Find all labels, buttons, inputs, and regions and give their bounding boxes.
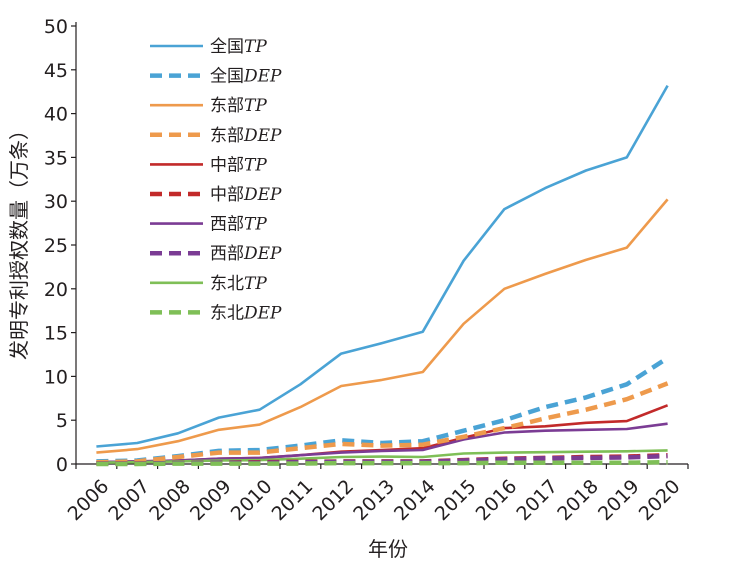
x-tick-label: 2010 xyxy=(227,475,277,525)
legend-label-region: 全国 xyxy=(210,37,244,57)
x-tick-label: 2007 xyxy=(104,475,154,525)
y-tick-label: 30 xyxy=(44,191,68,213)
x-tick-label: 2011 xyxy=(268,475,318,525)
legend-label-region: 全国 xyxy=(210,67,244,87)
y-axis-title: 发明专利授权数量（万条） xyxy=(7,120,31,360)
legend-label: 东北DEP xyxy=(210,303,282,323)
x-tick-label: 2006 xyxy=(64,475,114,525)
legend-label: 东部TP xyxy=(210,96,267,116)
x-tick-label: 2012 xyxy=(308,475,358,525)
legend-label: 西部DEP xyxy=(210,244,282,264)
legend-label: 西部TP xyxy=(210,215,267,235)
series-line-10 xyxy=(96,459,668,467)
legend-label-region: 中部 xyxy=(210,185,244,205)
legend-label-region: 东北 xyxy=(210,274,244,294)
legend-label-region: 东部 xyxy=(210,96,244,116)
legend-label-metric: DEP xyxy=(243,67,282,87)
x-tick-label: 2016 xyxy=(472,475,522,525)
legend-label-metric: TP xyxy=(244,215,267,235)
x-tick-label: 2013 xyxy=(349,475,399,525)
y-tick-label: 15 xyxy=(44,323,68,345)
y-tick-label: 5 xyxy=(56,410,68,432)
series-line-1 xyxy=(96,84,669,448)
series-lines xyxy=(96,84,669,467)
x-tick-label: 2020 xyxy=(635,475,685,525)
y-tick-label: 35 xyxy=(44,147,68,169)
x-tick-label: 2018 xyxy=(553,475,603,525)
series-line-4 xyxy=(96,381,669,465)
y-tick-label: 45 xyxy=(44,60,68,82)
legend-label-metric: DEP xyxy=(243,303,282,323)
legend-label: 中部DEP xyxy=(210,185,282,205)
legend-label: 东北TP xyxy=(210,274,267,294)
legend-label-metric: TP xyxy=(244,274,267,294)
legend-label-metric: TP xyxy=(244,37,267,57)
legend-label: 东部DEP xyxy=(210,126,282,146)
x-tick-label: 2008 xyxy=(145,475,195,525)
legend-label: 中部TP xyxy=(210,155,267,175)
x-tick-label: 2009 xyxy=(186,475,236,525)
legend-label-metric: TP xyxy=(244,155,267,175)
x-tick-label: 2017 xyxy=(512,475,562,525)
legend-label-metric: TP xyxy=(244,96,267,116)
x-tick-label: 2014 xyxy=(390,475,440,525)
legend-label: 全国DEP xyxy=(210,67,282,87)
legend-label-metric: DEP xyxy=(243,244,282,264)
y-tick-label: 20 xyxy=(44,279,68,301)
legend-label-metric: DEP xyxy=(243,185,282,205)
y-tick-label: 25 xyxy=(44,235,68,257)
y-tick-label: 0 xyxy=(56,454,68,476)
series-line-3 xyxy=(96,198,669,454)
legend-label-region: 东部 xyxy=(210,126,244,146)
y-tick-label: 40 xyxy=(44,104,68,126)
legend-label-region: 中部 xyxy=(210,155,244,175)
x-tick-label: 2015 xyxy=(431,475,481,525)
x-tick-label: 2019 xyxy=(594,475,644,525)
x-axis-title: 年份 xyxy=(368,537,408,561)
legend-label-region: 东北 xyxy=(210,303,244,323)
legend-label-metric: DEP xyxy=(243,126,282,146)
legend: 全国TP全国DEP东部TP东部DEP中部TP中部DEP西部TP西部DEP东北TP… xyxy=(150,37,282,323)
legend-label-region: 西部 xyxy=(210,215,244,235)
legend-label: 全国TP xyxy=(210,37,267,57)
y-tick-label: 50 xyxy=(44,16,68,38)
y-tick-label: 10 xyxy=(44,366,68,388)
legend-label-region: 西部 xyxy=(210,244,244,264)
